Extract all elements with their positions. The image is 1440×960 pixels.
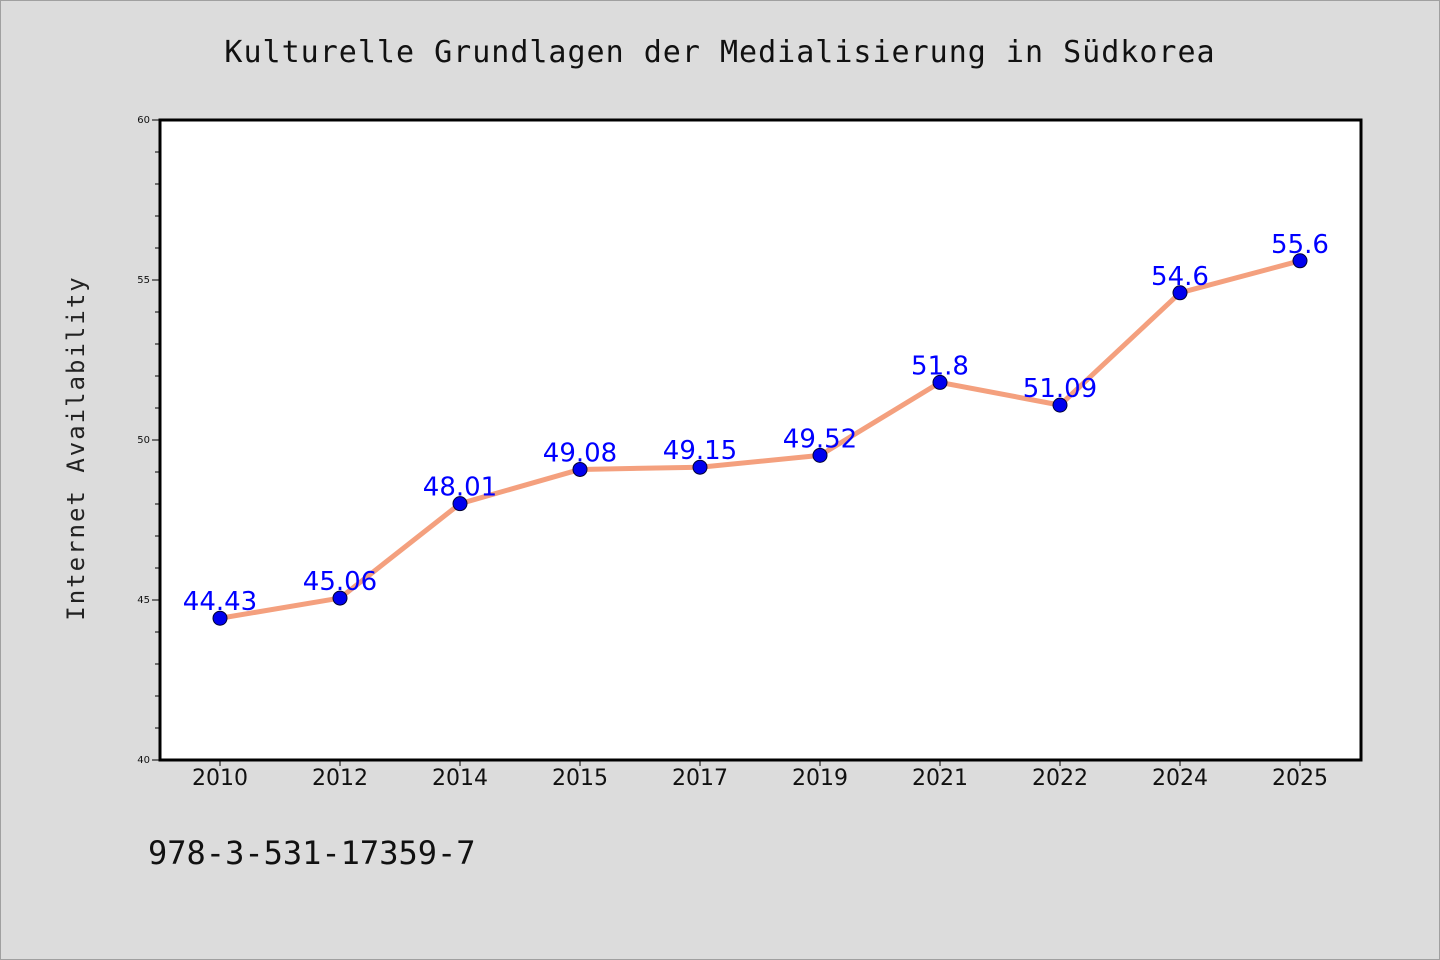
data-label: 51.09	[1023, 374, 1097, 404]
series-line	[219, 258, 1301, 621]
x-tick-label: 2015	[552, 766, 608, 791]
data-label: 49.52	[783, 424, 857, 454]
data-labels: 44.43 45.06 48.01 49.08 49.15 49.52 51.8 51.09 5…	[183, 230, 1329, 617]
data-label: 44.43	[183, 587, 257, 617]
data-label: 55.6	[1271, 230, 1329, 260]
x-tick-label: 2017	[672, 766, 728, 791]
y-tick-label: 45	[137, 595, 150, 606]
data-point	[212, 610, 228, 626]
data-label: 49.15	[663, 436, 737, 466]
x-tick-label: 2022	[1032, 766, 1088, 791]
data-label: 54.6	[1151, 262, 1209, 292]
x-axis-ticks: 2010 2012 2014 2015 2017 2019 2021 2022 2024 2025	[192, 760, 1328, 791]
x-tick-label: 2010	[192, 766, 248, 791]
data-point	[332, 590, 348, 606]
y-tick-label: 55	[137, 275, 150, 286]
data-point	[812, 447, 828, 463]
data-point	[452, 496, 468, 512]
x-tick-label: 2021	[912, 766, 968, 791]
x-tick-label: 2014	[432, 766, 488, 791]
y-axis-ticks: 40 45 50 55 60	[137, 115, 160, 766]
x-tick-label: 2025	[1272, 766, 1328, 791]
footer-code: 978-3-531-17359-7	[148, 834, 476, 872]
data-label: 49.08	[543, 438, 617, 468]
y-tick-label: 60	[137, 115, 150, 126]
data-label: 51.8	[911, 351, 969, 381]
y-tick-label: 40	[137, 755, 150, 766]
plot-area	[160, 120, 1361, 760]
data-point	[1052, 397, 1068, 413]
x-tick-label: 2019	[792, 766, 848, 791]
data-point	[932, 374, 948, 390]
x-tick-label: 2024	[1152, 766, 1208, 791]
data-point	[692, 459, 708, 475]
plot-border	[158, 118, 1363, 762]
data-point	[1172, 285, 1188, 301]
data-point	[572, 461, 588, 477]
data-label: 48.01	[423, 473, 497, 503]
data-label: 45.06	[303, 567, 377, 597]
data-point	[1292, 253, 1308, 269]
y-tick-label: 50	[137, 435, 150, 446]
chart-title: Kulturelle Grundlagen der Medialisierung…	[224, 35, 1215, 70]
y-axis-label: Internet Availability	[62, 275, 90, 620]
data-markers	[212, 253, 1308, 626]
x-tick-label: 2012	[312, 766, 368, 791]
